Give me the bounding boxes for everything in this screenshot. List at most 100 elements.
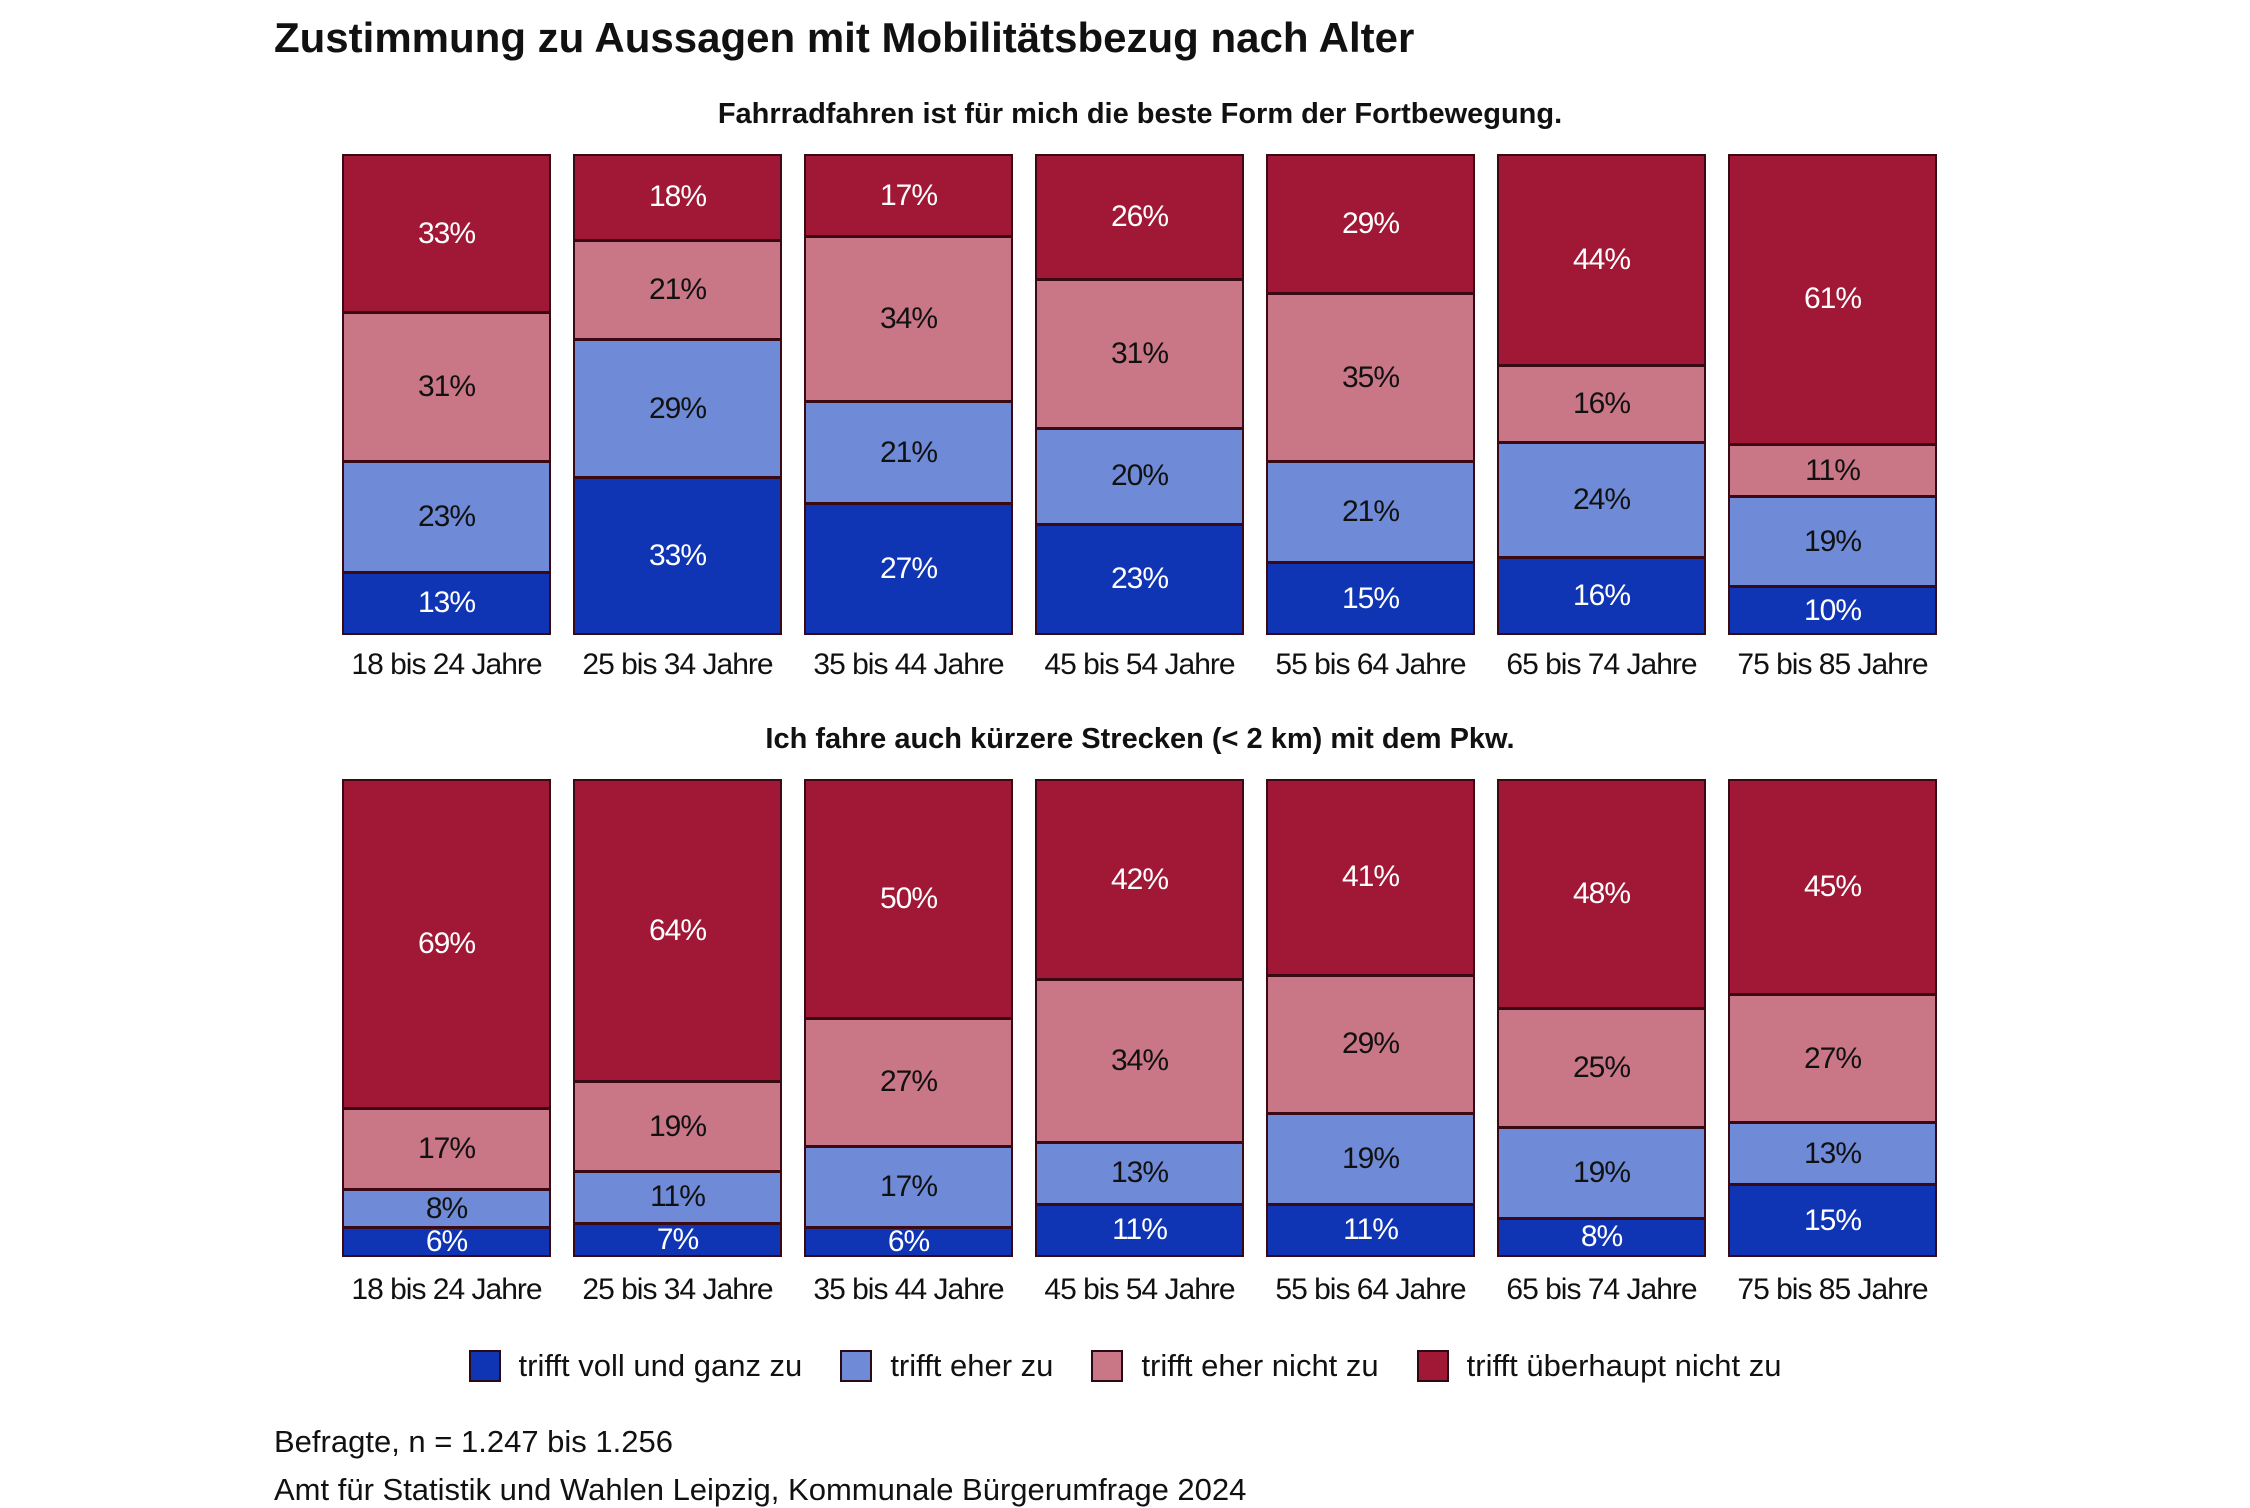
bar-segment: 33% — [573, 477, 782, 635]
data-label: 48% — [1572, 876, 1631, 910]
bar-segment: 8% — [1497, 1217, 1706, 1257]
legend-label: trifft voll und ganz zu — [518, 1348, 803, 1383]
bar-segment: 44% — [1497, 154, 1706, 367]
data-label: 35% — [1341, 360, 1400, 394]
legend-swatch — [840, 1350, 873, 1382]
data-label: 26% — [1110, 199, 1169, 233]
data-label: 6% — [425, 1225, 468, 1259]
data-label: 20% — [1110, 459, 1169, 493]
data-label: 31% — [1110, 336, 1169, 370]
data-label: 69% — [417, 927, 476, 961]
data-label: 16% — [1572, 579, 1631, 613]
legend-label: trifft eher nicht zu — [1141, 1348, 1379, 1383]
data-label: 8% — [425, 1191, 468, 1225]
bar-segment: 17% — [342, 1108, 551, 1191]
legend-item: trifft voll und ganz zu — [468, 1348, 803, 1384]
bar-segment: 11% — [1035, 1203, 1244, 1257]
legend: trifft voll und ganz zu trifft eher zu t… — [0, 1348, 2250, 1384]
x-tick-label: 18 bis 24 Jahre — [351, 648, 542, 681]
bar-segment: 34% — [1035, 979, 1244, 1143]
bar-segment: 17% — [804, 1146, 1013, 1229]
bar-segment: 45% — [1728, 779, 1937, 995]
bar-segment: 42% — [1035, 779, 1244, 981]
bar-segment: 21% — [573, 239, 782, 341]
bar-segment: 21% — [1266, 461, 1475, 563]
bar-segment: 13% — [342, 571, 551, 635]
x-tick-label: 35 bis 44 Jahre — [813, 648, 1004, 681]
bar-segment: 25% — [1497, 1007, 1706, 1129]
bar-segment: 20% — [1035, 427, 1244, 525]
bar-segment: 23% — [342, 461, 551, 573]
data-label: 25% — [1572, 1051, 1631, 1085]
data-label: 41% — [1341, 860, 1400, 894]
data-label: 11% — [1343, 1213, 1399, 1247]
data-label: 15% — [1803, 1203, 1862, 1237]
data-label: 50% — [879, 881, 938, 915]
data-label: 44% — [1572, 243, 1631, 277]
bar-segment: 33% — [342, 154, 551, 314]
data-label: 33% — [648, 539, 707, 573]
x-tick-label: 55 bis 64 Jahre — [1275, 648, 1466, 681]
bar-segment: 8% — [342, 1189, 551, 1229]
bar-segment: 6% — [342, 1225, 551, 1259]
bar-segment: 34% — [804, 236, 1013, 403]
bar-segment: 17% — [804, 154, 1013, 238]
data-label: 13% — [1110, 1156, 1169, 1190]
bar-segment: 69% — [342, 779, 551, 1110]
legend-swatch — [468, 1350, 501, 1382]
x-tick-label: 25 bis 34 Jahre — [582, 1273, 773, 1306]
data-label: 27% — [1803, 1041, 1862, 1075]
bar-segment: 41% — [1266, 779, 1475, 976]
sample-note: Befragte, n = 1.247 bis 1.256 — [274, 1424, 673, 1459]
bar-segment: 26% — [1035, 154, 1244, 280]
x-tick-label: 45 bis 54 Jahre — [1044, 1273, 1235, 1306]
bar-segment: 50% — [804, 779, 1013, 1019]
bar-segment: 31% — [1035, 278, 1244, 429]
bar-segment: 11% — [573, 1170, 782, 1224]
x-tick-label: 25 bis 34 Jahre — [582, 648, 773, 681]
legend-swatch — [1416, 1350, 1449, 1382]
panel-1-title: Fahrradfahren ist für mich die beste For… — [717, 98, 1563, 130]
bar-segment: 6% — [804, 1225, 1013, 1258]
data-label: 10% — [1803, 593, 1862, 627]
bar-segment: 16% — [1497, 557, 1706, 635]
data-label: 13% — [417, 586, 476, 620]
data-label: 19% — [1572, 1156, 1631, 1190]
data-label: 18% — [648, 180, 707, 214]
data-label: 21% — [879, 435, 938, 469]
data-label: 33% — [417, 216, 476, 250]
chart-title: Zustimmung zu Aussagen mit Mobilitätsbez… — [274, 14, 1415, 61]
data-label: 21% — [648, 272, 707, 306]
data-label: 13% — [1803, 1136, 1862, 1170]
x-tick-label: 75 bis 85 Jahre — [1737, 1273, 1928, 1306]
source-note: Amt für Statistik und Wahlen Leipzig, Ko… — [274, 1472, 1247, 1507]
data-label: 34% — [1110, 1043, 1169, 1077]
data-label: 23% — [1110, 562, 1169, 596]
bar-segment: 64% — [573, 779, 782, 1083]
data-label: 8% — [1580, 1220, 1623, 1254]
data-label: 45% — [1803, 869, 1862, 903]
bar-segment: 18% — [573, 154, 782, 241]
data-label: 17% — [417, 1132, 476, 1166]
bar-segment: 15% — [1728, 1184, 1937, 1257]
data-label: 11% — [1805, 453, 1861, 487]
legend-item: trifft eher nicht zu — [1091, 1348, 1379, 1384]
bar-segment: 35% — [1266, 293, 1475, 463]
x-tick-label: 18 bis 24 Jahre — [351, 1273, 542, 1306]
bar-segment: 27% — [804, 1017, 1013, 1148]
bar-segment: 19% — [1728, 496, 1937, 588]
bar-segment: 29% — [1266, 974, 1475, 1114]
legend-swatch — [1091, 1350, 1124, 1382]
bar-segment: 19% — [573, 1081, 782, 1172]
bar-segment: 48% — [1497, 779, 1706, 1009]
bar-segment: 27% — [1728, 993, 1937, 1124]
data-label: 27% — [879, 1065, 938, 1099]
bar-segment: 10% — [1728, 586, 1937, 635]
bar-segment: 29% — [1266, 154, 1475, 295]
data-label: 15% — [1341, 581, 1400, 615]
legend-label: trifft eher zu — [890, 1348, 1054, 1383]
bar-segment: 61% — [1728, 154, 1937, 445]
data-label: 27% — [879, 552, 938, 586]
bar-segment: 19% — [1497, 1127, 1706, 1219]
data-label: 19% — [1341, 1141, 1400, 1175]
